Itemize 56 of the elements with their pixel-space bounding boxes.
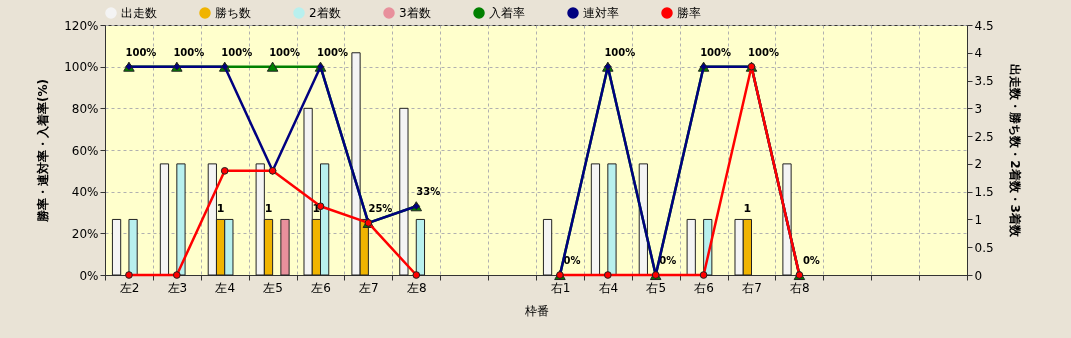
- data-label: 0%: [802, 255, 820, 266]
- legend-label: 出走数: [121, 6, 157, 20]
- data-label: 33%: [416, 186, 441, 198]
- data-label: 0%: [563, 255, 581, 266]
- y2-tick-label: 0.5: [974, 240, 994, 255]
- x-tick-label: 右1: [550, 280, 571, 295]
- x-axis-title: 枠番: [523, 303, 549, 318]
- data-label: 1: [743, 202, 752, 216]
- y2-tick-label: 4: [974, 46, 983, 61]
- data-label: 25%: [368, 202, 393, 214]
- y2-tick-label: 4.5: [974, 18, 994, 33]
- x-tick-label: 左5: [263, 280, 283, 295]
- x-tick-label: 右7: [742, 280, 762, 295]
- legend-label: 3着数: [399, 6, 431, 20]
- legend-label: 勝率: [677, 6, 701, 20]
- y-tick-label: 100%: [64, 60, 99, 75]
- legend-label: 2着数: [309, 6, 341, 20]
- x-tick-label: 左6: [311, 280, 331, 295]
- x-tick-label: 右8: [790, 280, 810, 295]
- y-tick-label: 0%: [79, 268, 99, 283]
- x-tick-label: 左8: [406, 280, 427, 295]
- data-label: 100%: [700, 46, 732, 58]
- data-label: 100%: [604, 46, 636, 58]
- data-label: 1: [264, 202, 273, 216]
- data-label: 100%: [221, 46, 253, 58]
- y-axis-title: 勝率・連対率・入着率(%): [36, 79, 51, 223]
- y2-tick-label: 2.5: [974, 129, 994, 144]
- y2-tick-label: 0: [974, 268, 983, 283]
- data-label: 100%: [173, 46, 205, 58]
- x-tick-label: 右5: [646, 280, 667, 295]
- y-tick-label: 20%: [71, 226, 99, 241]
- legend-label: 連対率: [583, 6, 619, 20]
- y2-tick-label: 2: [974, 157, 983, 172]
- y2-tick-label: 1.5: [974, 185, 994, 200]
- data-label: 100%: [748, 46, 779, 58]
- legend-label: 勝ち数: [215, 6, 251, 20]
- y2-tick-label: 1: [974, 212, 983, 227]
- y2-axis-title: 出走数・勝ち数・2着数・3着数: [1007, 64, 1022, 238]
- x-tick-label: 左4: [215, 280, 236, 295]
- data-label: 100%: [317, 46, 348, 58]
- x-tick-label: 右4: [598, 280, 619, 295]
- data-label: 100%: [269, 46, 301, 58]
- data-label: 1: [216, 202, 225, 216]
- x-tick-label: 左7: [359, 280, 379, 295]
- legend-label: 入着率: [489, 6, 525, 20]
- y-tick-label: 40%: [71, 185, 99, 200]
- x-tick-label: 左3: [167, 280, 188, 295]
- x-tick-label: 左2: [119, 280, 140, 295]
- y-tick-label: 60%: [71, 143, 99, 158]
- data-label: 100%: [125, 46, 157, 58]
- y2-tick-label: 3: [974, 101, 983, 116]
- x-tick-label: 右6: [694, 280, 714, 295]
- y-tick-label: 80%: [71, 101, 99, 116]
- y2-tick-label: 3.5: [974, 74, 994, 89]
- y-tick-label: 120%: [64, 18, 99, 33]
- data-label: 0%: [659, 255, 677, 266]
